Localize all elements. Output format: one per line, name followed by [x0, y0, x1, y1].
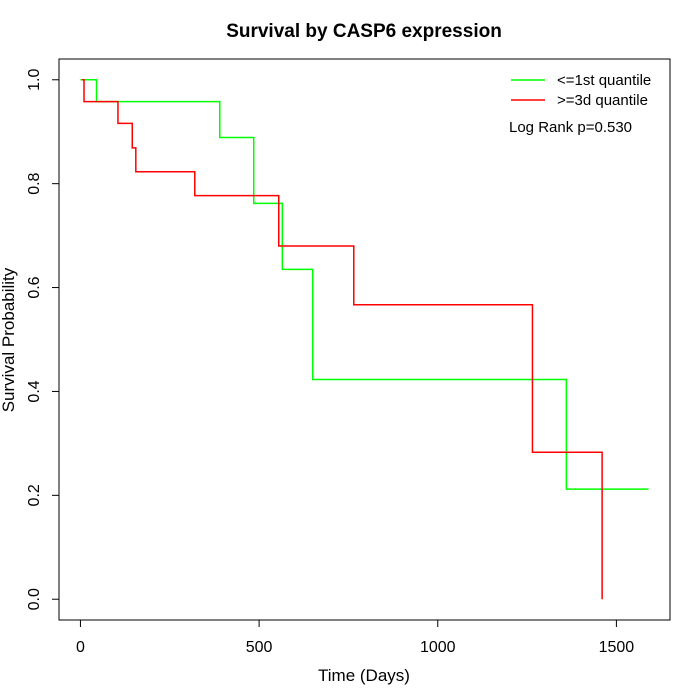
legend: <=1st quantile >=3d quantile: [511, 72, 651, 109]
plot-frame: [58, 58, 671, 621]
legend-label: <=1st quantile: [557, 72, 651, 89]
survival-curve-series-1: [80, 79, 649, 490]
log-rank-annotation: Log Rank p=0.530: [509, 119, 632, 136]
y-tick-label: 0.6: [26, 276, 43, 298]
legend-label: >=3d quantile: [557, 92, 648, 109]
x-axis-label: Time (Days): [318, 666, 410, 685]
y-tick-label: 1.0: [26, 69, 43, 91]
x-axis: 0 500 1000 1500: [76, 619, 635, 656]
y-tick-label: 0.4: [26, 380, 43, 402]
x-tick-label: 500: [246, 639, 273, 656]
y-axis: 0.0 0.2 0.4 0.6 0.8 1.0: [26, 69, 60, 610]
x-tick-label: 1000: [420, 639, 456, 656]
y-tick-label: 0.8: [26, 172, 43, 194]
x-tick-label: 1500: [599, 639, 635, 656]
y-tick-label: 0.2: [26, 484, 43, 506]
chart-title: Survival by CASP6 expression: [226, 21, 502, 42]
survival-curves: [80, 79, 649, 600]
survival-curve-series-2: [82, 79, 603, 600]
x-tick-label: 0: [76, 639, 85, 656]
y-tick-label: 0.0: [26, 588, 43, 610]
y-axis-label: Survival Probability: [0, 267, 18, 412]
